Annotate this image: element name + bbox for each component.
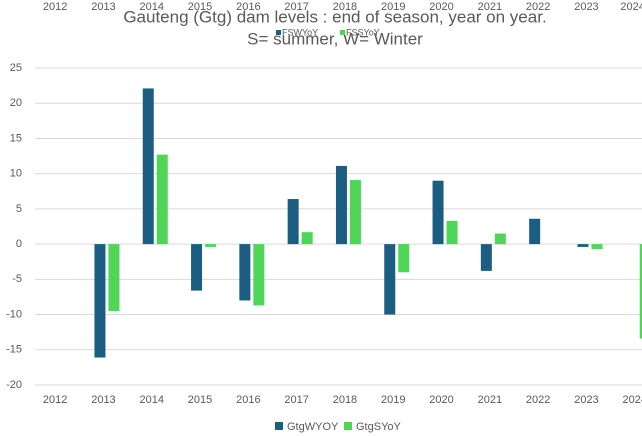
bar bbox=[639, 244, 642, 339]
legend-swatch bbox=[344, 422, 352, 430]
bar bbox=[349, 180, 361, 245]
y-tick-label: 15 bbox=[10, 132, 22, 144]
x2-tick-label: 2015 bbox=[188, 1, 212, 13]
x2-tick-label: 2022 bbox=[526, 1, 550, 13]
x2-tick-label: 2018 bbox=[333, 1, 357, 13]
legend-swatch bbox=[275, 422, 283, 430]
x-tick-label: 2021 bbox=[478, 394, 502, 406]
bar bbox=[480, 244, 492, 271]
bar bbox=[108, 244, 120, 312]
y-tick-label: 20 bbox=[10, 97, 22, 109]
bar bbox=[577, 244, 589, 247]
top-legend-label: FSSYoY bbox=[346, 27, 380, 37]
bar bbox=[253, 244, 265, 306]
bar bbox=[494, 233, 506, 245]
bar bbox=[529, 218, 541, 245]
x2-tick-label: 2024* bbox=[620, 1, 642, 13]
bar bbox=[335, 165, 347, 245]
x-tick-label: 2013 bbox=[91, 394, 115, 406]
legend-label: GtgWYOY bbox=[287, 421, 339, 433]
x-tick-label: 2017 bbox=[284, 394, 308, 406]
bar bbox=[94, 244, 106, 358]
x2-tick-label: 2012 bbox=[43, 1, 67, 13]
x2-tick-label: 2020 bbox=[429, 1, 453, 13]
x-tick-label: 2014 bbox=[140, 394, 164, 406]
chart-subtitle: S= summer, W= Winter bbox=[247, 29, 423, 48]
x2-tick-label: 2021 bbox=[478, 1, 502, 13]
x-tick-label: 2022 bbox=[526, 394, 550, 406]
bar bbox=[205, 244, 217, 247]
top-legend-swatch bbox=[276, 30, 281, 35]
x2-tick-label: 2017 bbox=[284, 1, 308, 13]
bar bbox=[156, 154, 168, 245]
x2-tick-label: 2023 bbox=[574, 1, 598, 13]
top-legend-label: FSWYoY bbox=[282, 27, 318, 37]
x2-tick-label: 2013 bbox=[91, 1, 115, 13]
y-tick-label: 25 bbox=[10, 62, 22, 74]
top-legend-swatch bbox=[340, 30, 345, 35]
bar bbox=[446, 220, 458, 245]
bar bbox=[142, 88, 154, 245]
y-tick-label: 0 bbox=[16, 238, 22, 250]
x-tick-label: 2015 bbox=[188, 394, 212, 406]
x-tick-label: 2018 bbox=[333, 394, 357, 406]
x2-tick-label: 2019 bbox=[381, 1, 405, 13]
bar bbox=[239, 244, 251, 301]
x-tick-label: 2012 bbox=[43, 394, 67, 406]
y-tick-label: -15 bbox=[6, 344, 22, 356]
x-tick-label: 2020 bbox=[429, 394, 453, 406]
x-tick-label: 2019 bbox=[381, 394, 405, 406]
x-tick-label: 2024 bbox=[623, 394, 642, 406]
bar bbox=[384, 244, 396, 315]
chart-title: Gauteng (Gtg) dam levels : end of season… bbox=[123, 7, 546, 26]
y-tick-label: -10 bbox=[6, 308, 22, 320]
x-tick-label: 2023 bbox=[574, 394, 598, 406]
bar bbox=[287, 199, 299, 245]
bar bbox=[432, 180, 444, 245]
legend-label: GtgSYoY bbox=[356, 421, 402, 433]
y-tick-label: 5 bbox=[16, 203, 22, 215]
bar bbox=[398, 244, 410, 273]
x2-tick-label: 2014 bbox=[140, 1, 164, 13]
bar bbox=[191, 244, 203, 291]
y-tick-label: -5 bbox=[12, 273, 22, 285]
y-tick-label: -20 bbox=[6, 379, 22, 391]
x-tick-label: 2016 bbox=[236, 394, 260, 406]
x2-tick-label: 2016 bbox=[236, 1, 260, 13]
y-tick-label: 10 bbox=[10, 168, 22, 180]
bar bbox=[591, 244, 603, 250]
bar bbox=[301, 232, 313, 245]
